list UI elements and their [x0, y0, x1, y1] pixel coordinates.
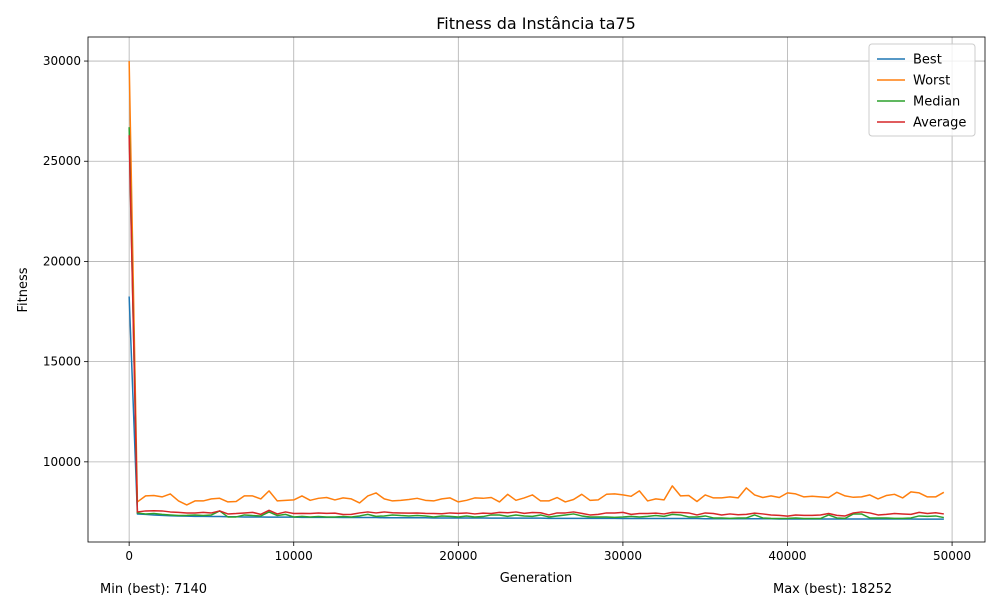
y-tick-label: 25000 — [43, 154, 81, 168]
chart-title: Fitness da Instância ta75 — [436, 14, 636, 33]
y-tick-label: 20000 — [43, 254, 81, 268]
legend-label-worst: Worst — [913, 74, 950, 89]
max-best-note: Max (best): 18252 — [773, 582, 893, 597]
legend-box — [868, 43, 976, 137]
x-tick-label: 40000 — [768, 549, 806, 563]
series-line-median — [128, 127, 944, 520]
x-tick-label: 20000 — [439, 549, 477, 563]
x-tick-label: 10000 — [275, 549, 313, 563]
legend-label-average: Average — [913, 116, 966, 131]
y-axis-label: Fitness — [16, 267, 31, 312]
min-best-note: Min (best): 7140 — [100, 582, 208, 597]
plot-frame — [87, 36, 986, 543]
y-tick-label: 10000 — [43, 455, 81, 469]
y-tick-label: 15000 — [43, 355, 81, 369]
x-tick-label: 0 — [125, 549, 133, 563]
legend-label-best: Best — [913, 53, 942, 68]
series-line-worst — [128, 61, 945, 506]
plot-border — [87, 36, 986, 543]
x-tick-label: 50000 — [933, 549, 971, 563]
axis-ticks: 0 10000 20000 30000 40000 50000 10000 15000 2000… — [43, 54, 971, 563]
series-layer — [128, 61, 945, 520]
legend: Best Worst Median Average — [868, 43, 976, 137]
x-tick-label: 30000 — [604, 549, 642, 563]
y-tick-label: 30000 — [43, 54, 81, 68]
x-axis-label: Generation — [500, 571, 573, 586]
legend-label-median: Median — [913, 95, 960, 110]
series-line-average — [128, 135, 944, 517]
